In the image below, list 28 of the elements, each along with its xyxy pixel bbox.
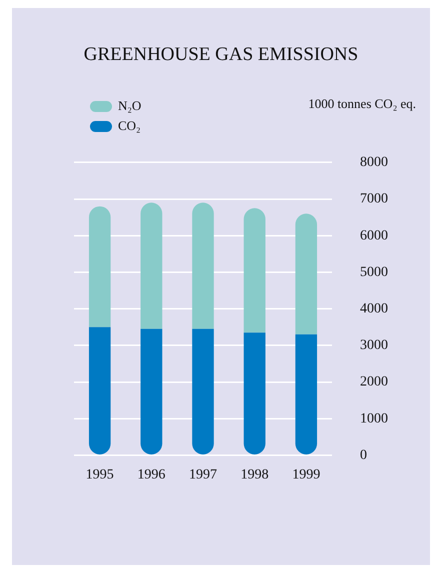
legend-label: N₂O	[118, 98, 142, 114]
x-tick-label: 1997	[189, 467, 217, 482]
y-tick-label: 4000	[360, 301, 388, 316]
chart-title: GREENHOUSE GAS EMISSIONS	[82, 44, 360, 66]
bar	[295, 334, 318, 454]
bar	[244, 208, 266, 333]
x-tick-label: 1999	[292, 467, 320, 482]
bar	[140, 202, 162, 329]
y-tick-label: 2000	[360, 374, 388, 390]
x-tick-label: 1998	[240, 467, 269, 482]
bar	[244, 332, 266, 454]
bar	[295, 214, 318, 334]
y-tick-label: 7000	[360, 192, 388, 207]
x-tick-label: 1995	[86, 467, 114, 482]
y-axis-title: 1000 tonnes CO₂ eq.	[308, 96, 416, 112]
bar	[192, 202, 214, 329]
bar	[192, 328, 214, 454]
bar	[88, 327, 111, 454]
y-tick-label: 0	[360, 448, 367, 463]
y-tick-label: 1000	[360, 411, 388, 426]
legend-label: CO₂	[118, 118, 141, 134]
x-tick-label: 1996	[137, 467, 166, 482]
bar	[140, 328, 162, 454]
y-tick-label: 3000	[360, 338, 388, 354]
bar	[88, 206, 111, 328]
y-tick-label: 6000	[360, 228, 388, 244]
y-tick-label: 5000	[360, 264, 388, 280]
y-tick-label: 8000	[360, 155, 388, 170]
